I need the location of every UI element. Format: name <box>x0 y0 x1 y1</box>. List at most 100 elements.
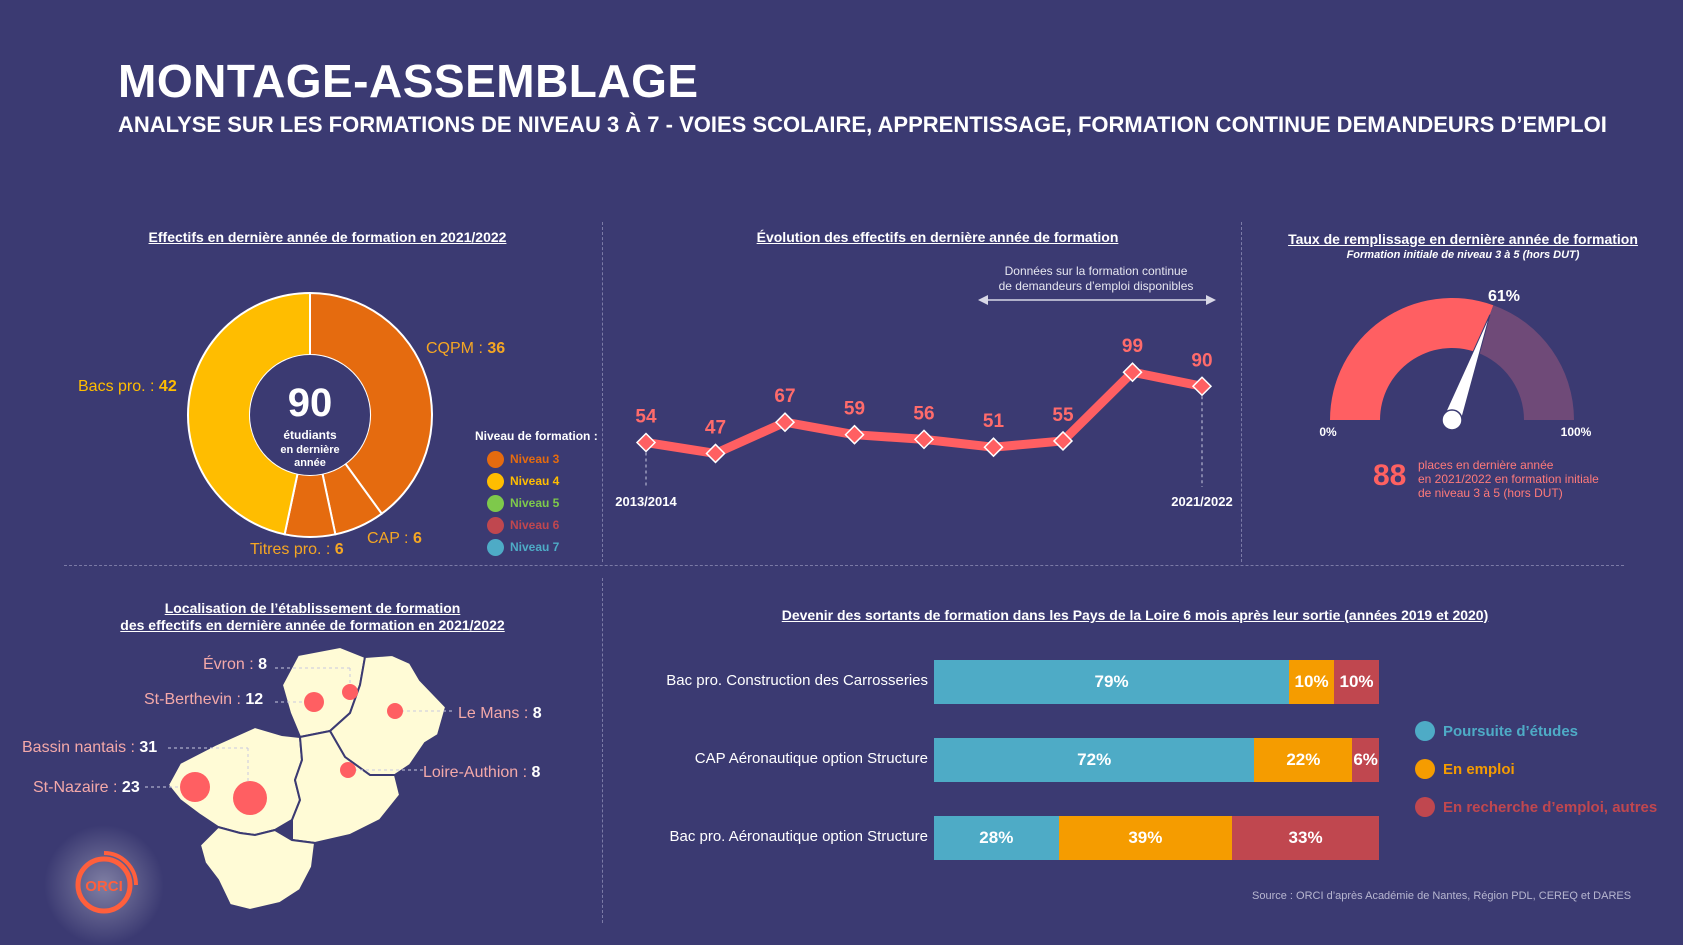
gauge-section-title: Taux de remplissage en dernière année de… <box>1288 231 1638 247</box>
donut-center-label-1: étudiants <box>283 428 337 442</box>
city-bubble-lemans <box>387 703 403 719</box>
evolution-data-label: 54 <box>635 407 657 428</box>
divider <box>64 565 1624 566</box>
evolution-data-label: 51 <box>983 411 1005 432</box>
gauge-places-text: places en dernière année en 2021/2022 en… <box>1418 458 1599 500</box>
arrow-right-icon <box>1206 295 1216 305</box>
legend-label: En recherche d’emploi, autres <box>1443 798 1658 816</box>
bar-segment-recherche: 6% <box>1352 738 1379 782</box>
donut-label-bacs: Bacs pro. : 42 <box>78 378 177 396</box>
page-subtitle: ANALYSE SUR LES FORMATIONS DE NIVEAU 3 À… <box>118 112 1607 137</box>
source-note: Source : ORCI d’après Académie de Nantes… <box>1252 890 1632 902</box>
legend-label: En emploi <box>1443 760 1515 778</box>
city-label-stnazaire: St-Nazaire : 23 <box>33 779 140 797</box>
city-name: St-Berthevin : <box>144 691 246 708</box>
arrow-left-icon <box>978 295 988 305</box>
donut-label-cqpm: CQPM : 36 <box>426 340 505 358</box>
page-title: MONTAGE-ASSEMBLAGE <box>118 55 699 107</box>
evolution-point <box>705 443 726 464</box>
region-map: ORCI <box>44 645 455 945</box>
outcomes-legend-item: Poursuite d’études <box>1415 712 1657 750</box>
legend-item: Niveau 4 <box>487 470 559 492</box>
donut-center-label-3: année <box>294 457 326 469</box>
city-label-lemans: Le Mans : 8 <box>458 705 542 723</box>
bar-segment-recherche: 10% <box>1334 660 1379 704</box>
evolution-point <box>983 437 1004 458</box>
outcomes-legend-item: En emploi <box>1415 750 1657 788</box>
gauge-section-subtitle: Formation initiale de niveau 3 à 5 (hors… <box>1346 249 1580 261</box>
legend-label: Niveau 3 <box>510 452 560 466</box>
donut-hole <box>250 355 370 475</box>
donut-label-name: Titres pro. : <box>250 541 335 558</box>
bar-segment-emploi: 39% <box>1058 816 1233 860</box>
evolution-start-label: 2013/2014 <box>615 494 677 509</box>
city-bubble-stnazaire <box>180 772 210 802</box>
donut-legend-title: Niveau de formation : <box>475 429 598 443</box>
divider <box>1241 222 1242 562</box>
department-sarthe <box>328 653 448 776</box>
evolution-data-label: 99 <box>1122 336 1143 357</box>
donut-label-cap: CAP : 6 <box>367 530 422 548</box>
legend-dot-icon <box>1415 721 1435 741</box>
donut-section-title: Effectifs en dernière année de formation… <box>148 229 507 245</box>
donut-label-value: 6 <box>334 541 344 558</box>
donut-label-name: CQPM : <box>426 340 488 357</box>
divider <box>602 578 603 923</box>
map-section-title-2: des effectifs en dernière année de forma… <box>120 617 505 633</box>
bar-segment-recherche: 33% <box>1232 816 1379 860</box>
legend-dot-icon <box>1415 797 1435 817</box>
gauge-places-line: de niveau 3 à 5 (hors DUT) <box>1418 486 1563 500</box>
donut-label-value: 42 <box>158 378 177 395</box>
gauge-places-line: places en dernière année <box>1418 458 1554 472</box>
gauge-max-label: 100% <box>1561 425 1592 439</box>
gauge-places-line: en 2021/2022 en formation initiale <box>1418 472 1599 486</box>
gauge-chart: 61% 0% 100% <box>1319 288 1592 439</box>
evolution-point <box>913 429 935 450</box>
donut-chart: 90 étudiants en dernière année <box>187 291 433 538</box>
city-value: 31 <box>139 739 158 756</box>
evolution-point <box>844 424 865 445</box>
legend-label: Niveau 4 <box>510 474 560 488</box>
evolution-data-label: 90 <box>1191 350 1212 371</box>
gauge-needle-hub <box>1441 409 1463 431</box>
department-vendee <box>198 825 317 912</box>
stacked-bar: 72% 22% 6% <box>934 738 1379 782</box>
city-label-loire-authion: Loire-Authion : 8 <box>423 764 540 782</box>
city-name: Bassin nantais : <box>22 739 140 756</box>
legend-label: Niveau 6 <box>510 518 560 532</box>
city-name: Évron : <box>203 656 259 673</box>
city-value: 12 <box>245 691 264 708</box>
stacked-bar: 79% 10% 10% <box>934 660 1379 704</box>
evolution-point <box>1052 430 1074 451</box>
city-name: Loire-Authion : <box>423 764 532 781</box>
department-maine-et-loire <box>291 729 402 845</box>
map-section-title-1: Localisation de l’établissement de forma… <box>164 600 461 616</box>
legend-label: Niveau 5 <box>510 496 560 510</box>
legend-item: Niveau 7 <box>487 536 559 558</box>
city-value: 23 <box>121 779 140 796</box>
city-bubble-evron <box>342 684 358 700</box>
donut-label-titres: Titres pro. : 6 <box>250 541 344 559</box>
legend-item: Niveau 6 <box>487 514 559 536</box>
city-name: St-Nazaire : <box>33 779 122 796</box>
legend-dot-icon <box>487 472 504 490</box>
donut-legend: Niveau 3 Niveau 4 Niveau 5 Niveau 6 Niveau 7 <box>487 448 559 558</box>
donut-label-name: CAP : <box>367 530 413 547</box>
orci-logo-text: ORCI <box>85 878 123 895</box>
evolution-data-label: 47 <box>705 417 726 438</box>
outcomes-legend: Poursuite d’études En emploi En recherche … <box>1415 712 1657 826</box>
evolution-point <box>774 412 796 433</box>
bar-segment-poursuite: 28% <box>934 816 1059 860</box>
city-bubble-loire-authion <box>340 762 356 778</box>
bar-segment-emploi: 22% <box>1254 738 1353 782</box>
stacked-bar: 28% 39% 33% <box>934 816 1379 860</box>
donut-label-value: 6 <box>412 530 422 547</box>
evolution-section-title: Évolution des effectifs en dernière anné… <box>756 229 1119 245</box>
donut-label-name: Bacs pro. : <box>78 378 159 395</box>
outcomes-legend-item: En recherche d’emploi, autres <box>1415 788 1657 826</box>
bar-row-label: Bac pro. Construction des Carrosseries <box>666 672 928 689</box>
city-bubble-bassin-nantais <box>233 781 267 815</box>
evolution-end-label: 2021/2022 <box>1171 494 1232 509</box>
city-bubble-stberthevin <box>304 692 324 712</box>
donut-center-value: 90 <box>288 381 333 425</box>
